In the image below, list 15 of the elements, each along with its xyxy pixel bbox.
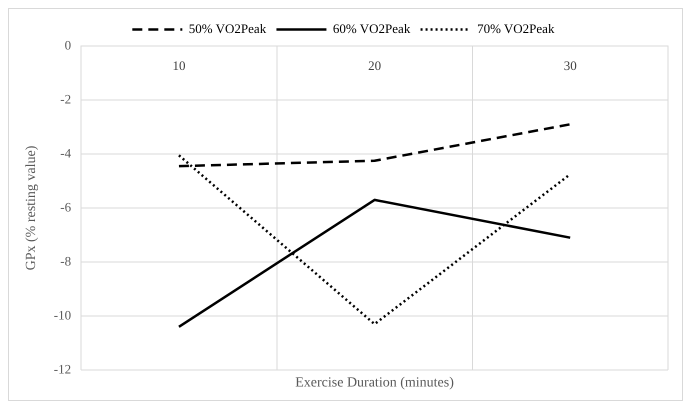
- y-tick-label: -2: [60, 91, 72, 106]
- x-tick-label: 10: [172, 58, 186, 73]
- y-tick-label: -12: [54, 361, 72, 376]
- y-tick-label: -8: [60, 253, 72, 268]
- x-axis-title: Exercise Duration (minutes): [295, 376, 454, 391]
- y-tick-label: -6: [60, 199, 72, 214]
- legend-label: 60% VO2Peak: [332, 20, 411, 36]
- y-tick-label: -4: [60, 145, 72, 160]
- y-tick-label: -10: [54, 307, 72, 322]
- x-tick-label: 20: [368, 58, 382, 73]
- legend-label: 50% VO2Peak: [188, 20, 267, 36]
- y-tick-label: 0: [64, 37, 72, 52]
- y-axis-title: GPx (% resting value): [24, 145, 40, 270]
- x-tick-label: 30: [564, 58, 577, 73]
- legend-label: 70% VO2Peak: [477, 20, 555, 36]
